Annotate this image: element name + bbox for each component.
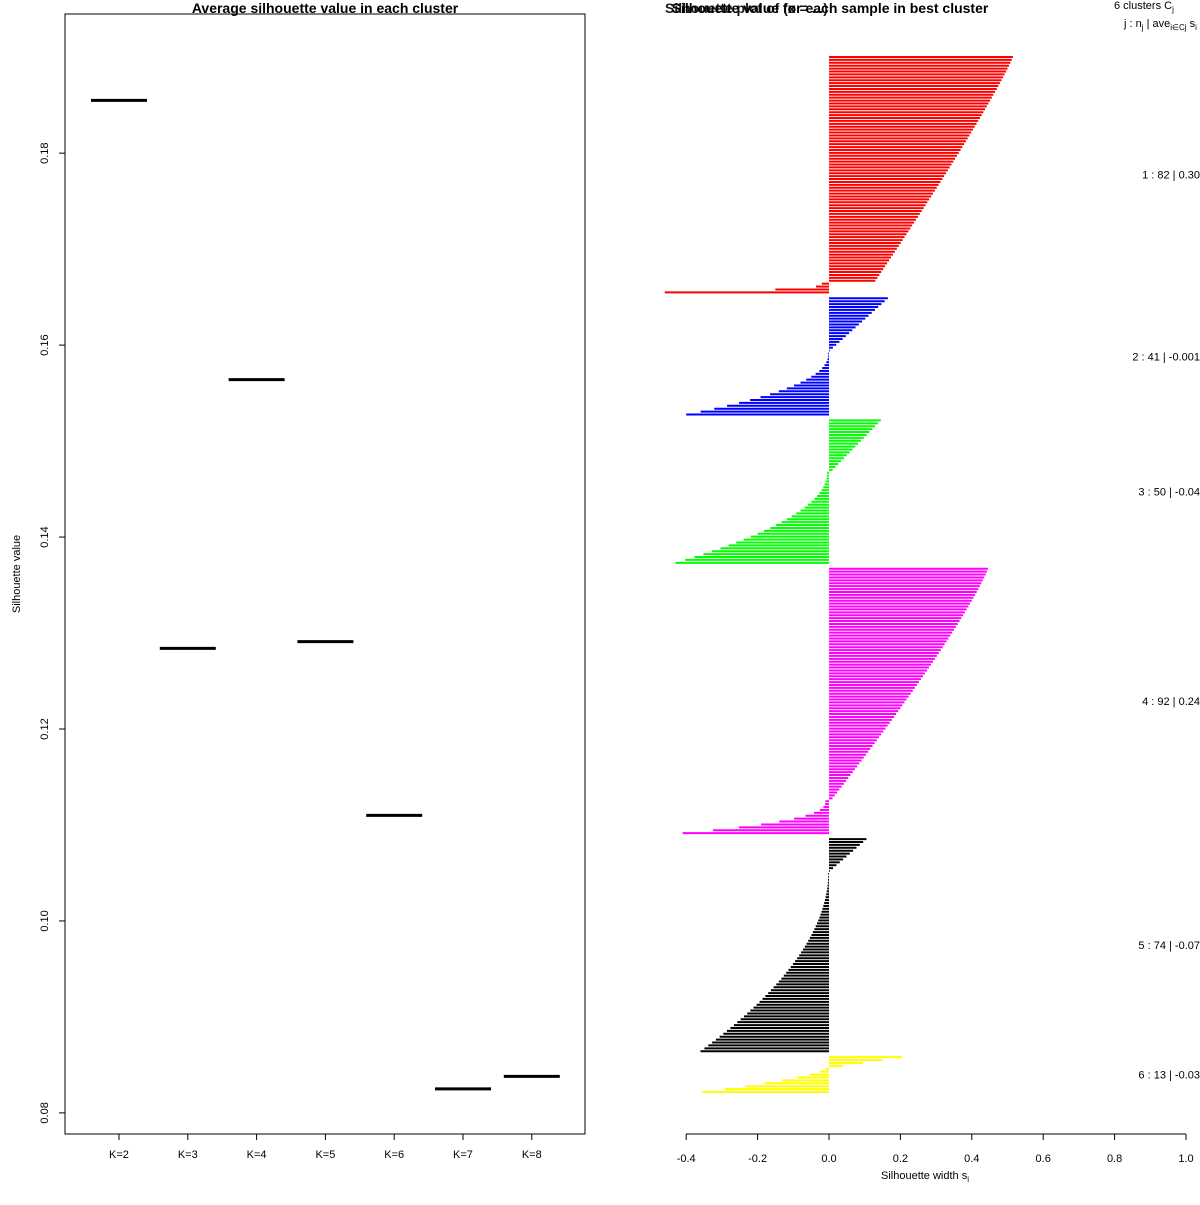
cluster-label: 3 : 50 | -0.04: [1138, 487, 1200, 499]
right-x-tick-label: 0.8: [1107, 1153, 1122, 1165]
cluster-summary-labels: 1 : 82 | 0.30 2 : 41 | -0.001 3 : 50 | -0.…: [1132, 170, 1200, 1082]
left-y-axis-label: Silhouette value: [11, 535, 23, 613]
left-x-tick-label: K=6: [384, 1149, 404, 1161]
legend-header-line2: j : nj | avei∈Cj si: [1123, 18, 1197, 32]
left-x-axis: K=2 K=3 K=4 K=5 K=6 K=7 K=8: [109, 1134, 542, 1161]
left-chart: Average silhouette value in each cluster…: [11, 0, 586, 1161]
left-y-axis: 0.08 0.10 0.12 0.14 0.16 0.18: [39, 142, 65, 1124]
left-series: [91, 98, 560, 1091]
right-x-tick-label: 0.2: [893, 1153, 908, 1165]
left-x-tick-label: K=2: [109, 1149, 129, 1161]
left-y-tick-label: 0.16: [39, 334, 51, 355]
right-x-axis: -0.4 -0.2 0.0 0.2 0.4 0.6 0.8 1.0: [677, 1134, 1194, 1165]
left-x-tick-label: K=4: [247, 1149, 267, 1161]
right-chart-title: Silhouette value for each sample in best…: [672, 0, 989, 16]
right-x-tick-label: -0.4: [677, 1153, 696, 1165]
left-x-tick-label: K=8: [522, 1149, 542, 1161]
cluster-label: 5 : 74 | -0.07: [1138, 940, 1200, 952]
right-x-tick-label: 0.0: [821, 1153, 836, 1165]
legend-header2-sub2: i∈Cj: [1170, 23, 1187, 32]
legend-header2-sub3: i: [1195, 23, 1197, 32]
cluster-label: 1 : 82 | 0.30: [1142, 170, 1200, 182]
right-x-axis-label: Silhouette width si: [881, 1170, 969, 1184]
legend-header2-a: j : n: [1123, 18, 1142, 30]
legend-header1-sub: j: [1171, 5, 1174, 14]
left-x-tick-label: K=5: [315, 1149, 335, 1161]
cluster-label: 4 : 92 | 0.24: [1142, 696, 1200, 708]
legend-header2-c: s: [1187, 18, 1196, 30]
right-chart: Silhouette plot of (x = ...) Silhouette …: [664, 0, 1200, 1184]
left-chart-title: Average silhouette value in each cluster: [192, 0, 459, 16]
legend-header2-b: | ave: [1144, 18, 1171, 30]
left-x-tick-label: K=7: [453, 1149, 473, 1161]
left-y-tick-label: 0.08: [39, 1102, 51, 1123]
right-x-tick-label: -0.2: [748, 1153, 767, 1165]
legend-header2-sub1: j: [1141, 23, 1144, 32]
left-y-tick-label: 0.10: [39, 910, 51, 931]
silhouette-bars: [664, 56, 1013, 1093]
legend-header1-main: 6 clusters C: [1114, 0, 1172, 12]
right-x-tick-label: 1.0: [1178, 1153, 1193, 1165]
left-x-tick-label: K=3: [178, 1149, 198, 1161]
x-axis-label-main: Silhouette width s: [881, 1170, 968, 1182]
x-axis-label-subscript: i: [967, 1175, 969, 1184]
right-title-overlap: Silhouette plot of (x = ...): [665, 0, 828, 16]
left-plot-frame: [64, 13, 586, 1135]
left-y-tick-label: 0.12: [39, 718, 51, 739]
cluster-label: 6 : 13 | -0.03: [1138, 1070, 1200, 1082]
cluster-label: 2 : 41 | -0.001: [1132, 351, 1200, 363]
right-x-tick-label: 0.6: [1036, 1153, 1051, 1165]
right-x-tick-label: 0.4: [964, 1153, 979, 1165]
legend-header-line1: 6 clusters Cj: [1114, 0, 1174, 14]
left-y-tick-label: 0.14: [39, 526, 51, 547]
left-y-tick-label: 0.18: [39, 142, 51, 163]
